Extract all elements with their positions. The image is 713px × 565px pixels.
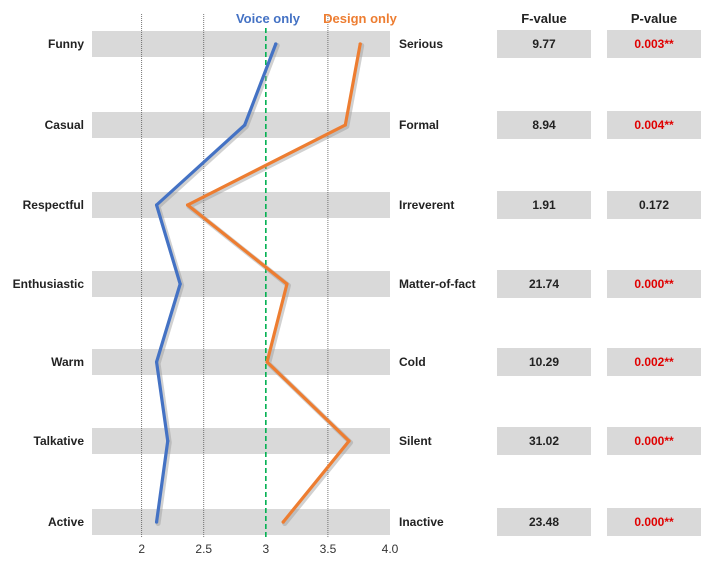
p-value-cell [607, 427, 701, 455]
f-value: 9.77 [532, 37, 556, 51]
f-value: 23.48 [529, 515, 559, 529]
table-header-p: P-value [631, 11, 677, 26]
left-category-label: Talkative [34, 434, 85, 448]
data-point [178, 282, 182, 286]
data-point [358, 42, 362, 46]
left-category-label: Casual [45, 118, 84, 132]
p-value: 0.172 [639, 198, 669, 212]
data-point [274, 42, 278, 46]
f-value: 31.02 [529, 434, 559, 448]
f-value-cell [497, 427, 591, 455]
p-value-cell [607, 348, 701, 376]
data-point [347, 439, 351, 443]
p-value-cell [607, 508, 701, 536]
right-category-label: Serious [399, 37, 443, 51]
x-tick-label: 4.0 [382, 542, 399, 556]
data-point [243, 123, 247, 127]
p-value: 0.004** [634, 118, 674, 132]
p-value-cell [607, 111, 701, 139]
f-value: 8.94 [532, 118, 556, 132]
series-shadow [186, 43, 365, 526]
x-tick-label: 3.5 [320, 542, 337, 556]
data-point [166, 439, 170, 443]
left-category-label: Enthusiastic [13, 277, 85, 291]
data-point [343, 123, 347, 127]
data-point [154, 203, 159, 207]
row-band [92, 509, 390, 535]
p-value-cell [607, 191, 701, 219]
data-point [265, 360, 269, 364]
p-value: 0.000** [634, 277, 674, 291]
x-tick-label: 2 [138, 542, 145, 556]
left-category-label: Warm [51, 355, 84, 369]
p-value-cell [607, 270, 701, 298]
left-category-label: Funny [48, 37, 84, 51]
row-band [92, 192, 390, 218]
f-value-cell [497, 191, 591, 219]
row-band [92, 31, 390, 57]
legend-voice-only: Voice only [236, 11, 301, 26]
left-category-label: Respectful [23, 198, 84, 212]
data-point [154, 360, 159, 364]
f-value-cell [497, 111, 591, 139]
table-header-f: F-value [521, 11, 567, 26]
right-category-label: Formal [399, 118, 439, 132]
legend-design-only: Design only [323, 11, 397, 26]
p-value-cell [607, 30, 701, 58]
f-value-cell [497, 30, 591, 58]
right-category-label: Cold [399, 355, 426, 369]
data-point [186, 203, 190, 207]
f-value: 10.29 [529, 355, 559, 369]
f-value: 21.74 [529, 277, 559, 291]
data-point [154, 520, 159, 524]
row-band [92, 349, 390, 375]
f-value-cell [497, 270, 591, 298]
p-value: 0.000** [634, 434, 674, 448]
right-category-label: Inactive [399, 515, 444, 529]
p-value: 0.003** [634, 37, 674, 51]
right-category-label: Silent [399, 434, 432, 448]
row-band [92, 271, 390, 297]
right-category-label: Matter-of-fact [399, 277, 476, 291]
left-category-label: Active [48, 515, 84, 529]
series-shadow [155, 43, 280, 526]
f-value: 1.91 [532, 198, 556, 212]
f-value-cell [497, 348, 591, 376]
f-value-cell [497, 508, 591, 536]
right-category-label: Irreverent [399, 198, 454, 212]
p-value: 0.000** [634, 515, 674, 529]
p-value: 0.002** [634, 355, 674, 369]
x-tick-label: 3 [262, 542, 269, 556]
x-tick-label: 2.5 [195, 542, 212, 556]
data-point [285, 282, 289, 286]
data-point [281, 520, 285, 524]
